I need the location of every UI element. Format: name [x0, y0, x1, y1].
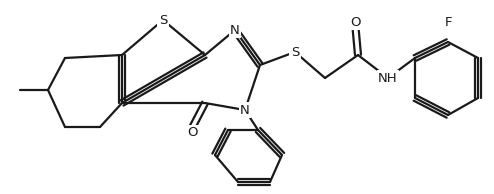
Text: O: O	[187, 126, 197, 139]
Text: F: F	[444, 16, 452, 29]
Text: NH: NH	[378, 72, 398, 85]
Text: S: S	[159, 14, 167, 27]
Text: N: N	[240, 104, 250, 117]
Text: S: S	[291, 46, 299, 59]
Text: O: O	[350, 16, 360, 29]
Text: N: N	[230, 23, 240, 36]
